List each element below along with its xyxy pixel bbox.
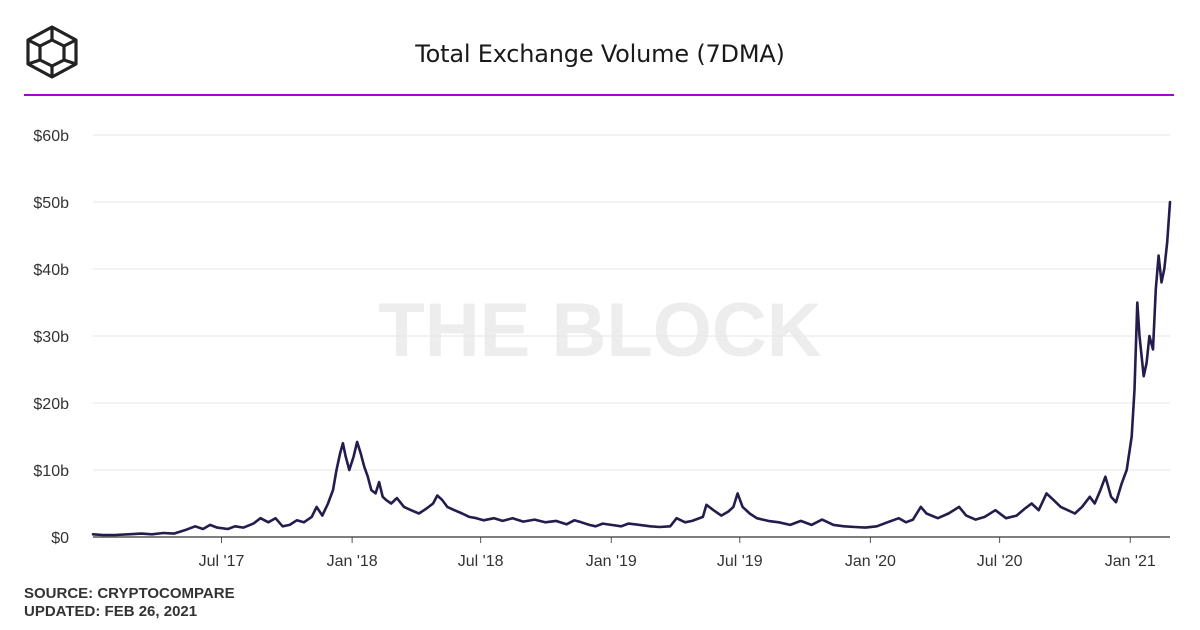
watermark-text: THE BLOCK bbox=[378, 288, 821, 373]
y-tick-label: $60b bbox=[33, 128, 69, 145]
y-tick-label: $10b bbox=[33, 463, 69, 480]
gridlines bbox=[93, 134, 1170, 471]
header-divider bbox=[24, 94, 1174, 96]
footer: SOURCE: CRYPTOCOMPARE UPDATED: FEB 26, 2… bbox=[24, 585, 235, 621]
chart-title: Total Exchange Volume (7DMA) bbox=[415, 40, 785, 68]
x-tick-label: Jan '21 bbox=[1105, 553, 1156, 570]
x-tick-label: Jul '17 bbox=[199, 553, 245, 570]
the-block-logo-icon bbox=[26, 25, 78, 79]
y-tick-label: $30b bbox=[33, 329, 69, 346]
x-tick-label: Jan '19 bbox=[586, 553, 637, 570]
x-tick-label: Jul '20 bbox=[977, 553, 1023, 570]
series-line-total-exchange-volume bbox=[91, 200, 1172, 537]
x-axis-ticks: Jul '17 Jan '18 Jul '18 Jan '19 Jul '19 Jan '… bbox=[199, 537, 1156, 570]
source-note: SOURCE: CRYPTOCOMPARE bbox=[24, 585, 235, 602]
y-tick-label: $40b bbox=[33, 262, 69, 279]
y-tick-label: $50b bbox=[33, 195, 69, 212]
x-tick-label: Jan '18 bbox=[327, 553, 378, 570]
y-tick-label: $20b bbox=[33, 396, 69, 413]
y-tick-label: $0 bbox=[51, 530, 69, 547]
x-tick-label: Jan '20 bbox=[845, 553, 896, 570]
x-tick-label: Jul '18 bbox=[458, 553, 504, 570]
y-axis-ticks: $0 $10b $20b $30b $40b $50b $60b bbox=[33, 128, 69, 547]
x-tick-label: Jul '19 bbox=[717, 553, 763, 570]
updated-note: UPDATED: FEB 26, 2021 bbox=[24, 603, 198, 620]
